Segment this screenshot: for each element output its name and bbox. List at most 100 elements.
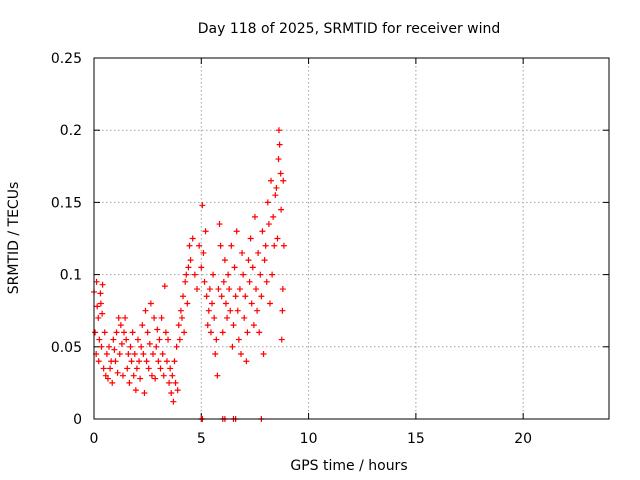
data-point [218,293,225,300]
data-point [151,314,158,321]
x-tick-label: 5 [197,431,206,447]
data-point [277,170,284,177]
data-point [171,358,178,365]
data-point [274,235,281,242]
data-point [180,293,187,300]
data-point [237,351,244,358]
data-point [259,228,266,235]
data-point [117,322,124,329]
data-point [232,293,239,300]
data-point [225,271,232,278]
data-point [161,283,168,290]
plot-frame [93,57,610,420]
data-point [231,264,238,271]
y-tick-label: 0.05 [51,340,82,356]
data-point [213,336,220,343]
tick-labels: 0 5 10 15 20 0 0.05 0.1 0.15 0.2 0.25 [51,51,532,447]
y-axis-label: SRMTID / TECUs [6,182,22,295]
data-point [176,336,183,343]
data-point [279,286,286,293]
data-point [123,336,130,343]
data-point [182,278,189,285]
data-point [96,336,103,343]
data-point [214,372,221,379]
data-point [95,358,102,365]
data-point [133,365,140,372]
data-point [280,177,287,184]
data-point [94,303,101,310]
data-point [146,340,153,347]
data-point [276,141,283,148]
data-point [236,286,243,293]
data-point [177,307,184,314]
data-point [226,286,233,293]
data-point [235,336,242,343]
data-point [255,249,262,256]
data-point [246,278,253,285]
data-point [142,307,149,314]
data-point [249,264,256,271]
data-point [124,365,131,372]
data-point [115,314,122,321]
data-point [140,351,147,358]
data-point [99,310,106,317]
data-point [278,336,285,343]
data-point [114,369,121,376]
data-point [240,271,247,278]
data-point [112,358,119,365]
data-point [184,300,191,307]
y-tick-label: 0.15 [51,195,82,211]
data-point [163,358,170,365]
data-point [253,286,260,293]
data-point [173,343,180,350]
data-point [227,307,234,314]
data-point [106,343,113,350]
data-point [242,293,249,300]
data-point [134,336,141,343]
data-point [147,300,154,307]
data-point [272,192,279,199]
data-point [148,372,155,379]
data-point [104,375,111,382]
data-point [93,278,100,285]
data-point [243,358,250,365]
data-point [159,351,166,358]
data-point [139,322,146,329]
data-point [211,314,218,321]
data-point [210,271,217,278]
data-point [150,351,157,358]
data-point [170,398,177,405]
data-point [175,322,182,329]
data-point [99,281,106,288]
data-point [138,343,145,350]
data-point [125,351,132,358]
data-point [247,235,254,242]
x-tick-label: 20 [514,431,532,447]
data-point [97,290,104,297]
data-point [266,300,273,307]
y-tick-label: 0 [73,412,82,428]
data-point [154,326,161,333]
data-point [280,242,287,249]
data-point [198,264,205,271]
data-point [260,351,267,358]
data-point [228,242,235,249]
data-point [127,343,134,350]
data-point [121,329,128,336]
data-point [103,351,110,358]
data-point [245,257,252,264]
data-point [113,329,120,336]
data-point [97,300,104,307]
data-point [229,343,236,350]
data-point [189,235,196,242]
data-point [196,242,203,249]
data-point [244,329,251,336]
data-point [224,314,231,321]
data-point [166,379,173,386]
data-point [167,365,174,372]
data-point [130,372,137,379]
data-point [118,340,125,347]
data-point [183,271,190,278]
data-points [91,127,287,422]
data-point [212,351,219,358]
